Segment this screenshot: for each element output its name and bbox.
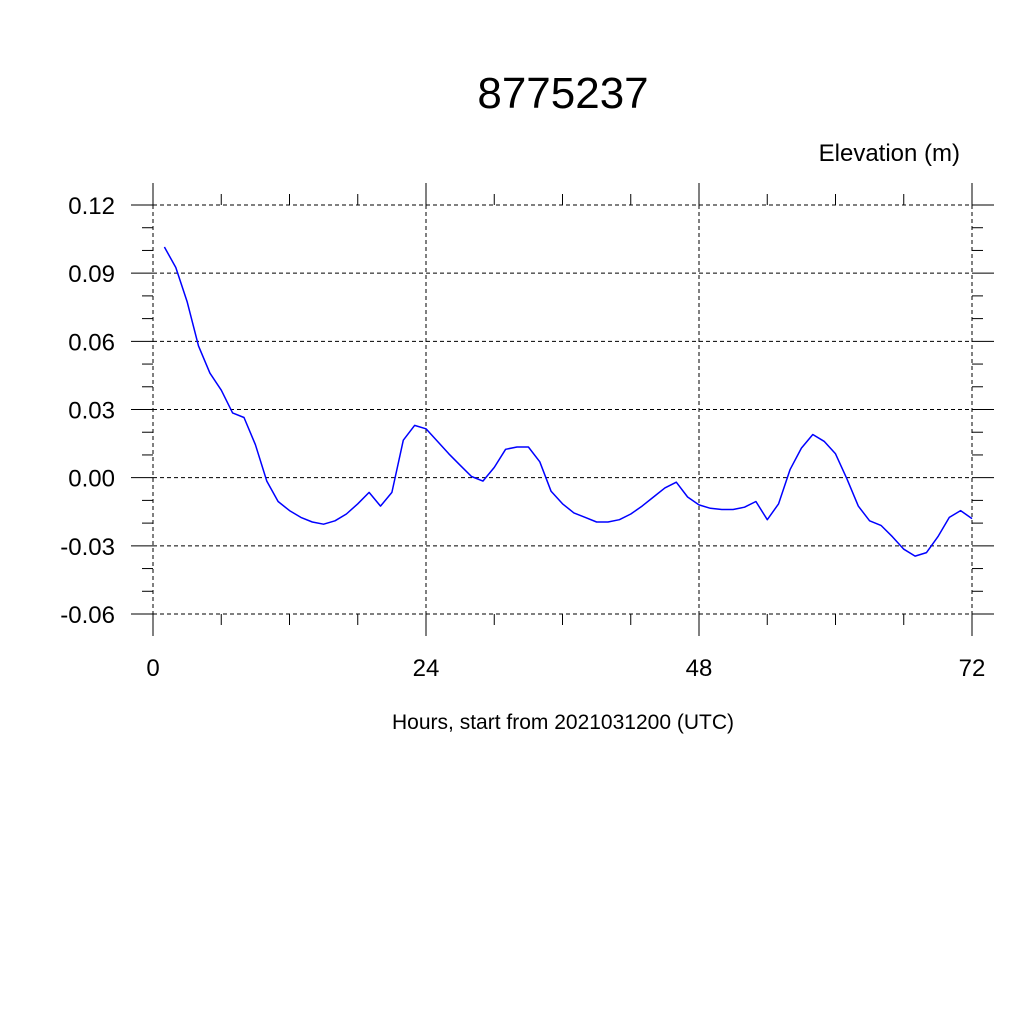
y-tick-label: 0.03 xyxy=(68,398,115,425)
axes xyxy=(131,183,994,636)
elevation-series-line xyxy=(163,246,973,557)
y-axis-label: Elevation (m) xyxy=(819,140,960,167)
x-tick-label: 48 xyxy=(686,655,713,682)
y-tick-label: -0.03 xyxy=(60,534,115,561)
y-tick-label: 0.09 xyxy=(68,261,115,288)
x-tick-label: 0 xyxy=(146,655,159,682)
minor-ticks xyxy=(142,194,983,625)
y-tick-labels: 0.12 0.09 0.06 0.03 0.00 -0.03 -0.06 xyxy=(60,193,115,629)
y-tick-label: 0.12 xyxy=(68,193,115,220)
series-group xyxy=(163,246,973,557)
x-tick-labels: 0 24 48 72 xyxy=(146,655,985,682)
y-tick-label: 0.00 xyxy=(68,466,115,493)
chart-title: 8775237 xyxy=(477,69,648,118)
y-tick-label: -0.06 xyxy=(60,602,115,629)
x-tick-label: 72 xyxy=(959,655,986,682)
x-tick-label: 24 xyxy=(413,655,440,682)
y-tick-label: 0.06 xyxy=(68,329,115,356)
x-axis-label: Hours, start from 2021031200 (UTC) xyxy=(392,711,734,734)
grid-lines xyxy=(152,204,973,615)
